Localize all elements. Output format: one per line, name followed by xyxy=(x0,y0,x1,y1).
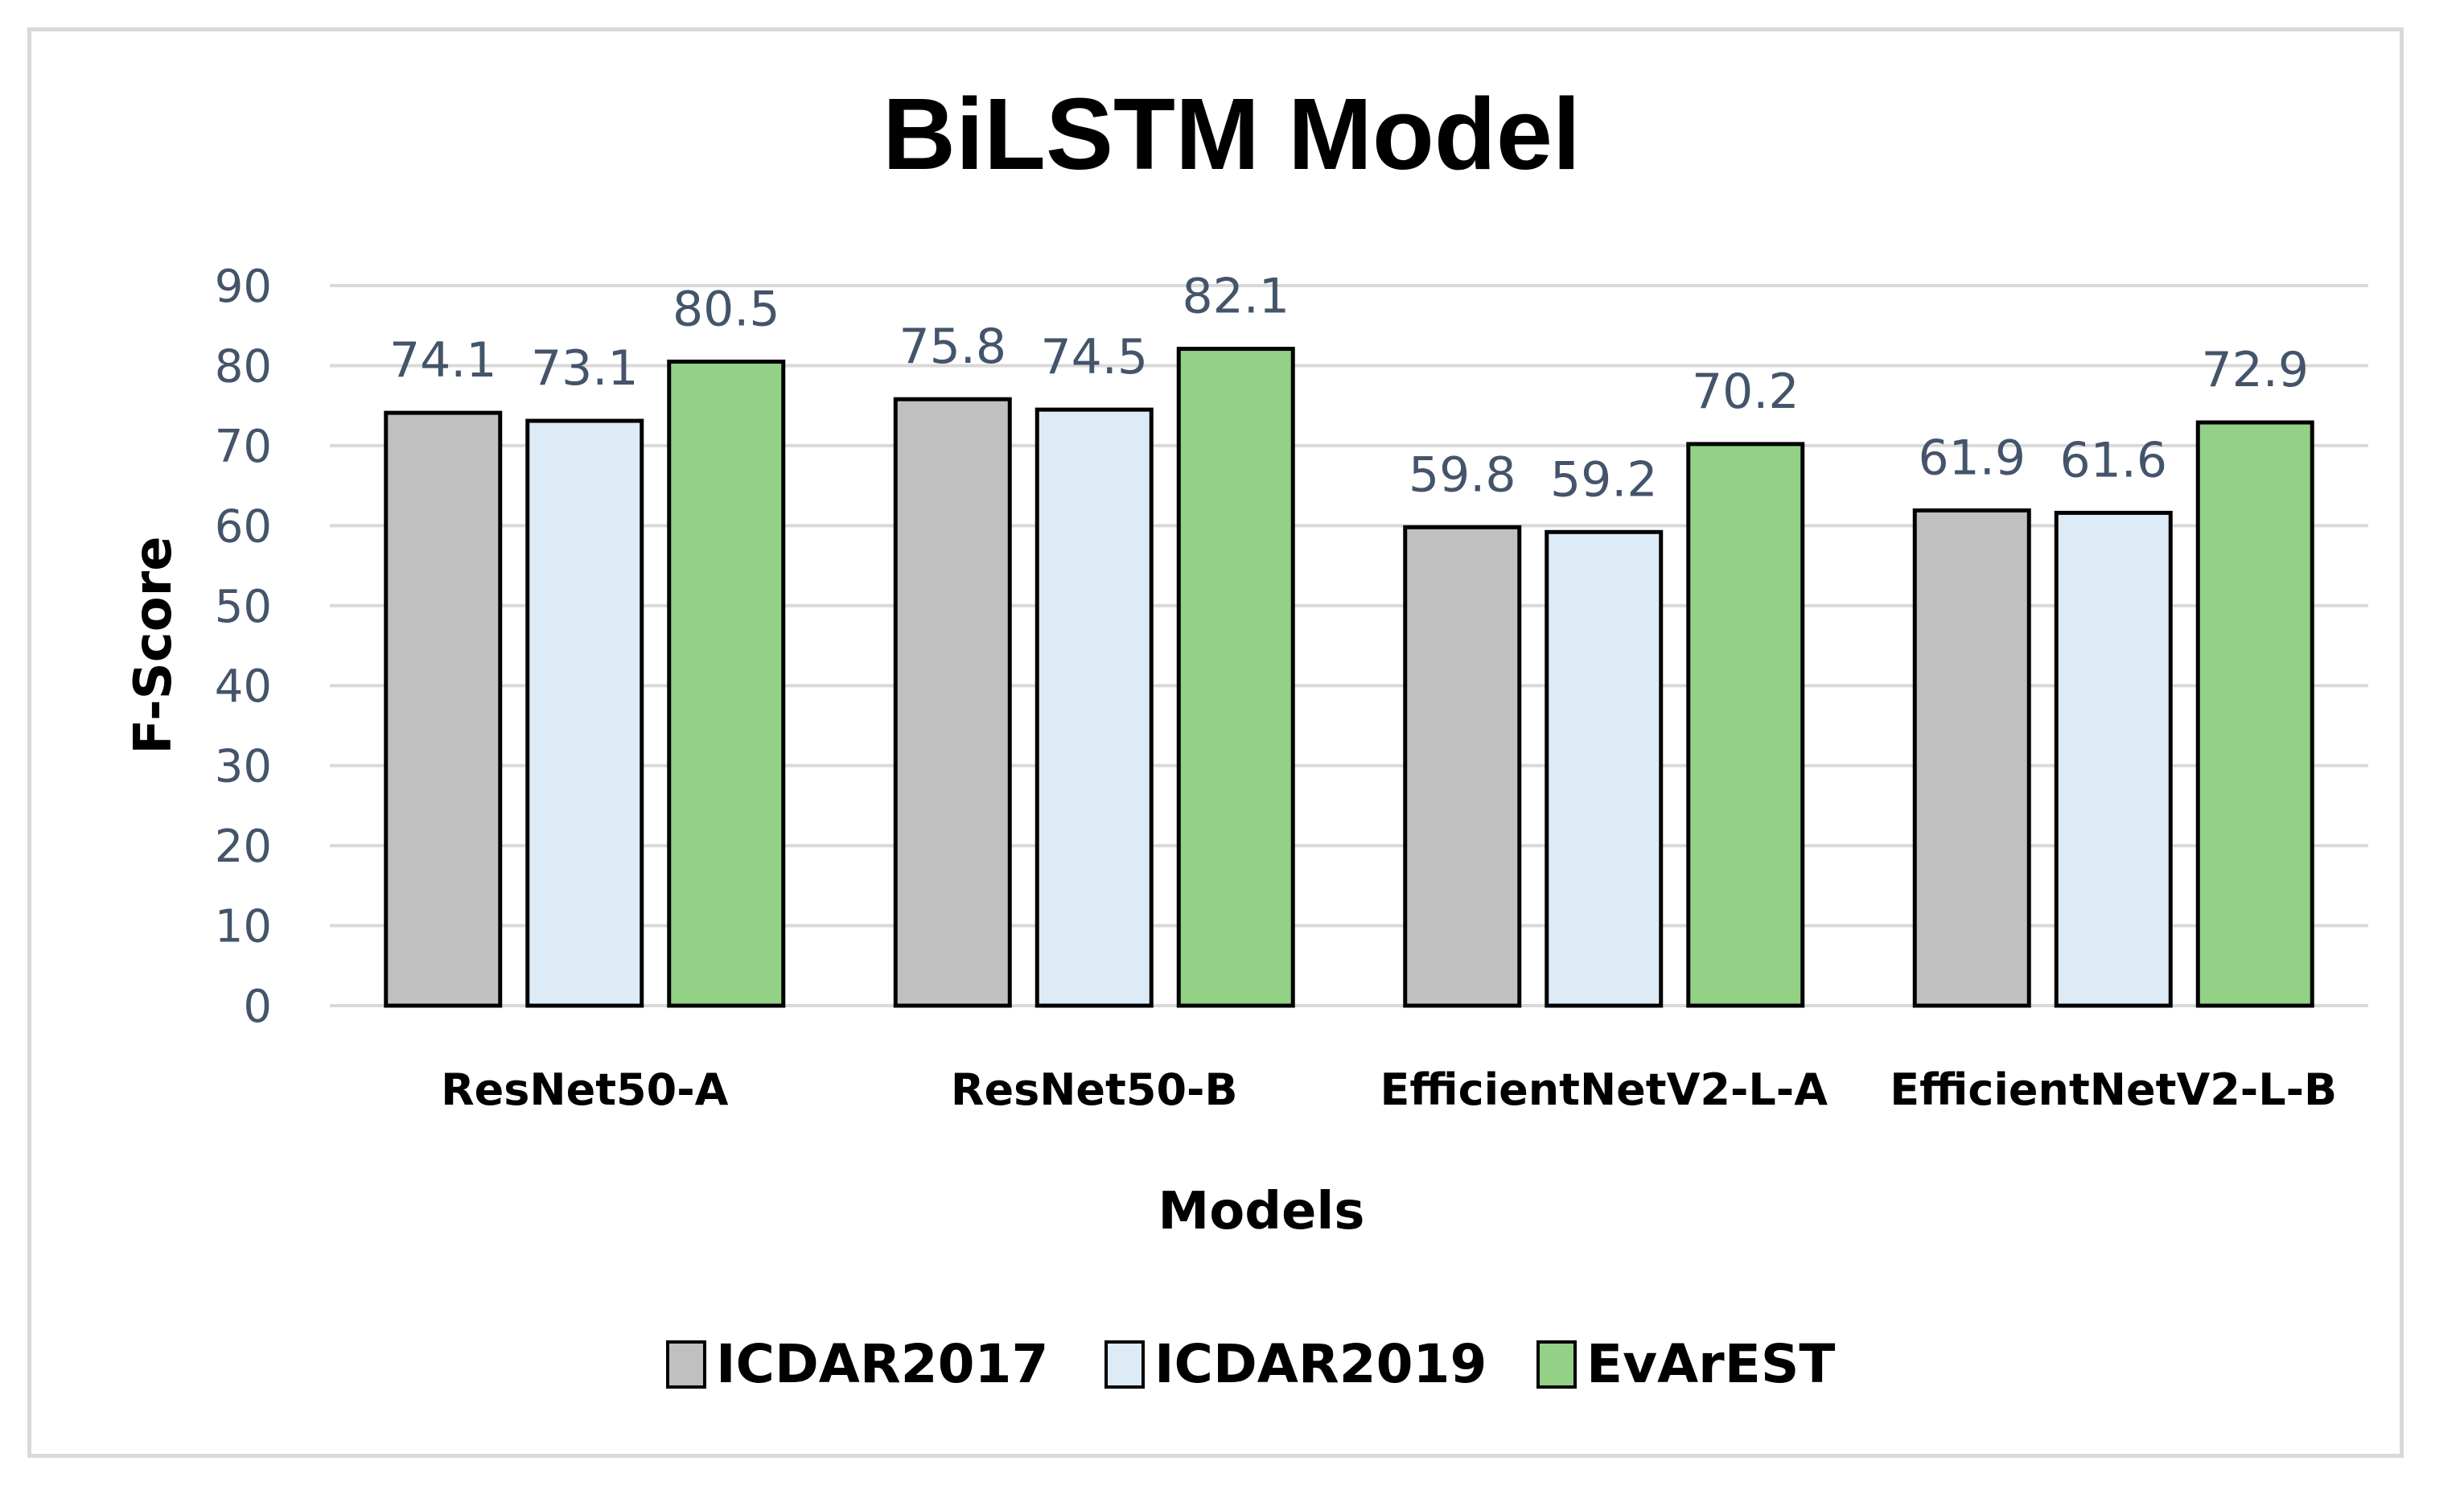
bar-icdar2019-efficientnetv2-l-b xyxy=(2054,510,2173,1008)
data-label: 75.8 xyxy=(899,319,1006,375)
legend-swatch xyxy=(1536,1340,1577,1389)
legend-item-icdar2017: ICDAR2017 xyxy=(666,1333,1048,1395)
x-axis-title: Models xyxy=(1158,1182,1365,1241)
legend-label: ICDAR2019 xyxy=(1154,1333,1487,1395)
y-tick-label: 20 xyxy=(215,821,272,873)
data-label: 61.9 xyxy=(1918,430,2026,486)
bars xyxy=(384,347,2314,1008)
y-tick-label: 40 xyxy=(215,661,272,713)
data-label: 74.1 xyxy=(389,332,497,389)
bar-icdar2017-resnet50-a xyxy=(384,410,503,1008)
bar-icdar2019-resnet50-b xyxy=(1035,407,1154,1008)
bar-evarest-resnet50-b xyxy=(1176,347,1295,1008)
legend-swatch xyxy=(1104,1340,1145,1389)
legend-item-evarest: EvArEST xyxy=(1536,1333,1835,1395)
legend-label: ICDAR2017 xyxy=(716,1333,1048,1395)
data-label: 73.1 xyxy=(531,340,639,397)
bar-icdar2017-efficientnetv2-l-b xyxy=(1912,508,2031,1008)
data-label: 80.5 xyxy=(673,281,780,337)
y-tick-label: 80 xyxy=(215,340,272,393)
bar-evarest-resnet50-a xyxy=(667,359,786,1008)
legend-item-icdar2019: ICDAR2019 xyxy=(1104,1333,1487,1395)
data-label: 72.9 xyxy=(2201,342,2309,398)
data-label: 70.2 xyxy=(1692,364,1800,420)
y-tick-label: 70 xyxy=(215,421,272,473)
legend: ICDAR2017 ICDAR2019 EvArEST xyxy=(666,1333,1835,1395)
x-category-label: EfficientNetV2-L-A xyxy=(1380,1064,1828,1115)
x-category-label: EfficientNetV2-L-B xyxy=(1890,1064,2337,1115)
data-label: 61.6 xyxy=(2059,432,2167,488)
y-tick-label: 10 xyxy=(215,901,272,953)
x-category-label: ResNet50-B xyxy=(951,1064,1238,1115)
y-tick-label: 0 xyxy=(243,981,272,1033)
data-label: 74.5 xyxy=(1040,329,1148,385)
chart-title: BiLSTM Model xyxy=(882,77,1581,191)
y-tick-label: 90 xyxy=(215,261,272,313)
bar-evarest-efficientnetv2-l-a xyxy=(1686,442,1805,1008)
data-labels: 74.1 73.1 80.5 75.8 74.5 82.1 59.8 59.2 70.2 61.9… xyxy=(389,269,2309,508)
data-label: 59.2 xyxy=(1550,451,1658,508)
data-label: 59.8 xyxy=(1409,447,1516,503)
y-axis-ticks: 0 10 20 30 40 50 60 70 80 90 xyxy=(215,261,272,1033)
y-tick-label: 60 xyxy=(215,500,272,553)
y-tick-label: 30 xyxy=(215,741,272,793)
bar-icdar2019-efficientnetv2-l-a xyxy=(1545,529,1664,1008)
x-category-label: ResNet50-A xyxy=(441,1064,729,1115)
legend-label: EvArEST xyxy=(1586,1333,1835,1395)
bar-icdar2017-resnet50-b xyxy=(893,397,1012,1008)
bar-icdar2019-resnet50-a xyxy=(525,418,644,1008)
bar-icdar2017-efficientnetv2-l-a xyxy=(1403,525,1522,1008)
legend-swatch xyxy=(666,1340,706,1389)
x-axis-categories: ResNet50-A ResNet50-B EfficientNetV2-L-A Ef… xyxy=(441,1064,2337,1115)
y-axis-title: F-Score xyxy=(124,536,183,754)
data-label: 82.1 xyxy=(1182,269,1290,325)
bar-evarest-efficientnetv2-l-b xyxy=(2195,420,2314,1008)
y-tick-label: 50 xyxy=(215,581,272,633)
